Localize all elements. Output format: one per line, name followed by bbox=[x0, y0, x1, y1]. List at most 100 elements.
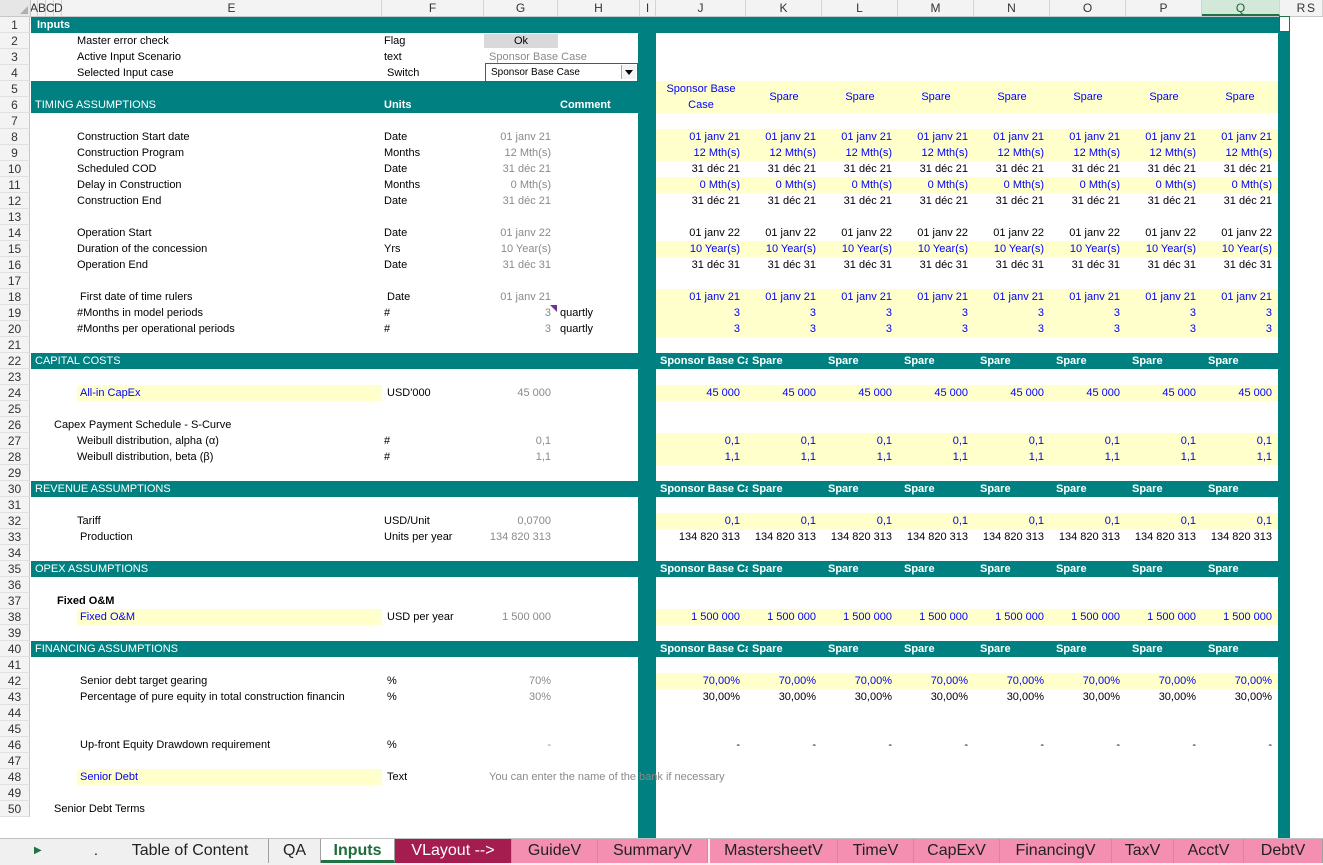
scenario-cell[interactable]: 10 Year(s) bbox=[689, 243, 740, 255]
scenario-dropdown[interactable]: Sponsor Base Case bbox=[485, 63, 638, 82]
row-header[interactable]: 23 bbox=[0, 369, 30, 385]
scenario-cell[interactable]: 01 janv 21 bbox=[993, 291, 1044, 303]
row-header[interactable]: 36 bbox=[0, 577, 30, 593]
scenario-cell[interactable]: 70,00% bbox=[778, 675, 816, 687]
scenario-cell[interactable]: 0,1 bbox=[1028, 515, 1044, 527]
row-header[interactable]: 16 bbox=[0, 257, 30, 273]
row-header[interactable]: 10 bbox=[0, 161, 30, 177]
scenario-cell[interactable]: 10 Year(s) bbox=[1069, 243, 1120, 255]
column-header[interactable]: A bbox=[30, 0, 39, 16]
scenario-cell[interactable]: 01 janv 21 bbox=[1221, 131, 1272, 143]
scenario-cell[interactable]: 0,1 bbox=[1256, 515, 1272, 527]
tab-scroll-next-icon[interactable]: ▶ bbox=[34, 845, 42, 856]
scenario-cell[interactable]: 01 janv 21 bbox=[1145, 291, 1196, 303]
scenario-cell[interactable]: 01 janv 21 bbox=[689, 291, 740, 303]
scenario-cell[interactable]: 1,1 bbox=[952, 451, 968, 463]
scenario-cell[interactable]: 0 Mth(s) bbox=[1079, 179, 1120, 191]
scenario-cell[interactable]: 10 Year(s) bbox=[917, 243, 968, 255]
sheet-tab[interactable]: Table of Content bbox=[112, 839, 269, 863]
row-header[interactable]: 4 bbox=[0, 65, 30, 81]
sheet-tab[interactable]: AcctV bbox=[1174, 839, 1244, 863]
scenario-cell[interactable]: 0,1 bbox=[800, 435, 816, 447]
row-header[interactable]: 42 bbox=[0, 673, 30, 689]
scenario-cell[interactable]: 0 Mth(s) bbox=[775, 179, 816, 191]
scenario-cell[interactable]: 10 Year(s) bbox=[1145, 243, 1196, 255]
column-header[interactable]: Q bbox=[1202, 0, 1280, 16]
column-header[interactable]: O bbox=[1050, 0, 1126, 16]
scenario-cell[interactable]: 45 000 bbox=[1162, 387, 1196, 399]
scenario-cell[interactable]: 3 bbox=[1189, 307, 1196, 319]
scenario-cell[interactable]: 1,1 bbox=[1028, 451, 1044, 463]
row-header[interactable]: 47 bbox=[0, 753, 30, 769]
scenario-cell[interactable]: 70,00% bbox=[1082, 675, 1120, 687]
row-header[interactable]: 11 bbox=[0, 177, 30, 193]
sheet-tab[interactable]: TimeV bbox=[838, 839, 914, 863]
column-header[interactable]: S bbox=[1300, 0, 1323, 16]
row-header[interactable]: 31 bbox=[0, 497, 30, 513]
scenario-cell[interactable]: 70,00% bbox=[702, 675, 740, 687]
scenario-cell[interactable]: 0,1 bbox=[800, 515, 816, 527]
row-header[interactable]: 21 bbox=[0, 337, 30, 353]
row-header[interactable]: 39 bbox=[0, 625, 30, 641]
scenario-cell[interactable]: 45 000 bbox=[1086, 387, 1120, 399]
row-header[interactable]: 48 bbox=[0, 769, 30, 785]
scenario-cell[interactable]: 3 bbox=[961, 323, 968, 335]
row-header[interactable]: 50 bbox=[0, 801, 30, 817]
column-header[interactable]: K bbox=[746, 0, 822, 16]
row-header[interactable]: 44 bbox=[0, 705, 30, 721]
row-header[interactable]: 24 bbox=[0, 385, 30, 401]
scenario-cell[interactable]: 01 janv 21 bbox=[917, 291, 968, 303]
scenario-cell[interactable]: 12 Mth(s) bbox=[1149, 147, 1196, 159]
column-header[interactable]: C bbox=[46, 0, 55, 16]
row-header[interactable]: 29 bbox=[0, 465, 30, 481]
sheet-tab[interactable]: SummaryV bbox=[598, 839, 708, 863]
row-header[interactable]: 35 bbox=[0, 561, 30, 577]
scenario-cell[interactable]: 1 500 000 bbox=[919, 611, 968, 623]
scenario-cell[interactable]: 70,00% bbox=[1158, 675, 1196, 687]
scenario-cell[interactable]: 0,1 bbox=[1180, 515, 1196, 527]
row-header[interactable]: 8 bbox=[0, 129, 30, 145]
column-header[interactable]: D bbox=[54, 0, 63, 16]
scenario-cell[interactable]: 01 janv 21 bbox=[765, 131, 816, 143]
scenario-cell[interactable]: 10 Year(s) bbox=[765, 243, 816, 255]
scenario-cell[interactable]: 10 Year(s) bbox=[993, 243, 1044, 255]
row-header[interactable]: 32 bbox=[0, 513, 30, 529]
column-header[interactable]: M bbox=[898, 0, 974, 16]
scenario-cell[interactable]: 45 000 bbox=[706, 387, 740, 399]
scenario-cell[interactable]: 3 bbox=[1037, 307, 1044, 319]
chevron-down-icon[interactable] bbox=[621, 65, 636, 79]
scenario-cell[interactable]: 3 bbox=[885, 323, 892, 335]
scenario-cell[interactable]: 01 janv 21 bbox=[1221, 291, 1272, 303]
scenario-cell[interactable]: 45 000 bbox=[782, 387, 816, 399]
scenario-cell[interactable]: 01 janv 21 bbox=[689, 131, 740, 143]
row-header[interactable]: 13 bbox=[0, 209, 30, 225]
select-all-corner[interactable] bbox=[0, 0, 31, 16]
scenario-cell[interactable]: 3 bbox=[733, 307, 740, 319]
scenario-cell[interactable]: 12 Mth(s) bbox=[1073, 147, 1120, 159]
row-header[interactable]: 14 bbox=[0, 225, 30, 241]
scenario-cell[interactable]: 0,1 bbox=[1256, 435, 1272, 447]
scenario-cell[interactable]: 12 Mth(s) bbox=[997, 147, 1044, 159]
row-header[interactable]: 37 bbox=[0, 593, 30, 609]
scenario-cell[interactable]: 0,1 bbox=[1028, 435, 1044, 447]
column-header[interactable]: F bbox=[382, 0, 484, 16]
scenario-cell[interactable]: 1 500 000 bbox=[1071, 611, 1120, 623]
scenario-cell[interactable]: 01 janv 21 bbox=[841, 131, 892, 143]
scenario-cell[interactable]: 3 bbox=[885, 307, 892, 319]
scenario-cell[interactable]: 0 Mth(s) bbox=[851, 179, 892, 191]
sheet-tab[interactable]: QA bbox=[269, 839, 321, 863]
scenario-cell[interactable]: 3 bbox=[1037, 323, 1044, 335]
scenario-cell[interactable]: 0,1 bbox=[1180, 435, 1196, 447]
scenario-cell[interactable]: 1 500 000 bbox=[767, 611, 816, 623]
scenario-cell[interactable]: 01 janv 21 bbox=[765, 291, 816, 303]
scenario-cell[interactable]: 0 Mth(s) bbox=[1003, 179, 1044, 191]
row-header[interactable]: 9 bbox=[0, 145, 30, 161]
scenario-cell[interactable]: 1,1 bbox=[1256, 451, 1272, 463]
scenario-cell[interactable]: 0,1 bbox=[1104, 435, 1120, 447]
scenario-cell[interactable]: 01 janv 21 bbox=[917, 131, 968, 143]
row-header[interactable]: 5 bbox=[0, 81, 30, 97]
sheet-tab[interactable]: MastersheetV bbox=[710, 839, 838, 863]
row-header[interactable]: 18 bbox=[0, 289, 30, 305]
scenario-cell[interactable]: 12 Mth(s) bbox=[1225, 147, 1272, 159]
scenario-cell[interactable]: 0,1 bbox=[724, 435, 740, 447]
